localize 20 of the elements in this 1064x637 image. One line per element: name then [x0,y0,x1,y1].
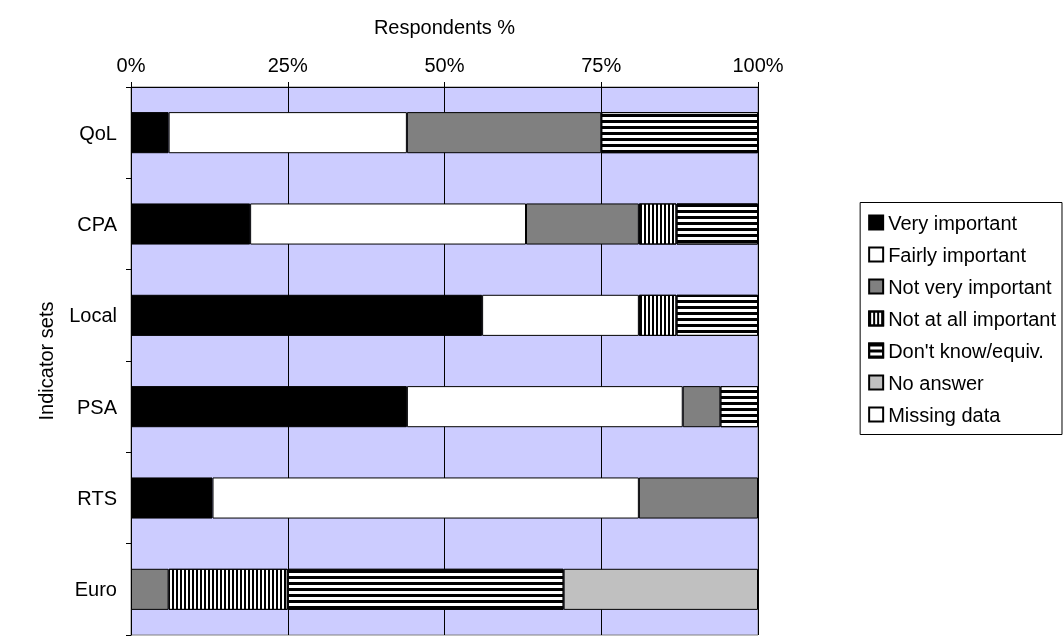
y-tick-label: RTS [77,487,117,509]
legend-label: Not very important [888,275,1052,298]
x-tick-label: 50% [424,54,465,76]
legend-label: Very important [888,211,1018,234]
y-axis-title: Indicator sets [35,301,57,421]
x-tick-label: 0% [116,54,146,76]
legend-label: Not at all important [888,307,1057,330]
legend-label: No answer [888,371,985,394]
legend-label: Missing data [888,403,1002,426]
y-tick-label: CPA [77,213,118,235]
x-tick-label: 25% [267,54,308,76]
y-tick-label: PSA [76,395,118,418]
legend-label: Fairly important [888,243,1027,266]
x-axis-title: Respondents % [373,16,516,38]
x-tick-label: 100% [732,54,784,76]
x-tick-label: 75% [581,54,622,76]
y-tick-label: QoL [79,121,117,144]
legend-label: Don't know/equiv. [888,339,1044,362]
y-tick-label: Euro [74,578,117,601]
y-tick-label: Local [69,304,117,327]
